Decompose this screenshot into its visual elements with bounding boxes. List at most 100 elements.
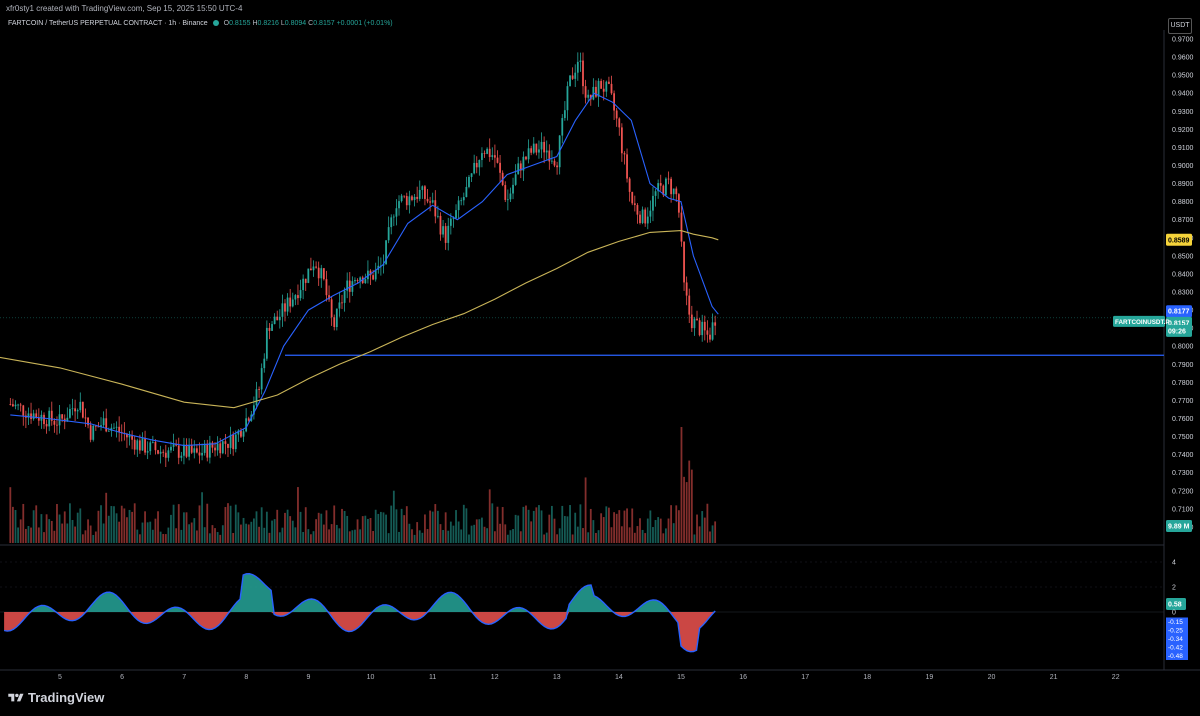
volume-bar bbox=[677, 510, 680, 543]
candle-body bbox=[227, 443, 229, 448]
candle-body bbox=[457, 200, 460, 211]
volume-bar bbox=[102, 523, 105, 543]
volume-bar bbox=[157, 511, 159, 543]
candle-body bbox=[113, 427, 115, 429]
candle-body bbox=[633, 203, 636, 206]
volume-bar bbox=[693, 534, 696, 543]
volume-bar bbox=[488, 489, 491, 543]
volume-bar bbox=[532, 510, 535, 543]
volume-bar bbox=[475, 519, 478, 543]
candle-body bbox=[253, 405, 255, 415]
x-tick-label: 5 bbox=[58, 674, 62, 681]
x-tick-label: 20 bbox=[988, 674, 996, 681]
volume-bar bbox=[493, 531, 496, 543]
candle-body bbox=[571, 75, 574, 79]
volume-bar bbox=[211, 525, 214, 543]
volume-bar bbox=[486, 528, 489, 543]
candle-body bbox=[310, 268, 312, 271]
volume-bar bbox=[615, 513, 618, 543]
volume-bar bbox=[509, 530, 512, 543]
volume-bar bbox=[338, 528, 341, 543]
volume-bar bbox=[662, 533, 665, 543]
y-tick-label: 0.8700 bbox=[1172, 217, 1194, 224]
candle-body bbox=[273, 316, 276, 325]
volume-bar bbox=[641, 529, 644, 543]
candle-body bbox=[167, 450, 170, 458]
tradingview-logo: TradingView bbox=[8, 690, 104, 705]
candle-body bbox=[144, 437, 146, 453]
volume-bar bbox=[149, 521, 152, 543]
high-label: H bbox=[252, 20, 258, 27]
volume-bar bbox=[530, 521, 533, 543]
candle-body bbox=[652, 195, 654, 211]
volume-bar bbox=[48, 519, 51, 543]
volume-bar bbox=[646, 518, 649, 543]
volume-bar bbox=[382, 512, 385, 543]
volume-bar bbox=[221, 525, 224, 543]
candle-body bbox=[657, 183, 660, 192]
x-tick-label: 7 bbox=[182, 674, 186, 681]
osc-current-tag: 0.58 bbox=[1168, 602, 1182, 609]
candle-body bbox=[641, 209, 644, 223]
volume-bar bbox=[50, 520, 53, 543]
y-tick-label: 0.8900 bbox=[1172, 181, 1194, 188]
volume-bar bbox=[620, 526, 623, 543]
candle-body bbox=[387, 227, 390, 241]
candle-body bbox=[157, 450, 159, 454]
candle-body bbox=[27, 413, 30, 418]
volume-bar bbox=[470, 525, 473, 543]
candle-body bbox=[328, 295, 330, 300]
volume-bar bbox=[63, 511, 66, 543]
x-tick-label: 16 bbox=[739, 674, 747, 681]
volume-bar bbox=[322, 524, 325, 543]
osc-negative-area bbox=[4, 612, 716, 652]
candle-body bbox=[177, 445, 180, 458]
volume-bar bbox=[429, 510, 432, 543]
candle-body bbox=[32, 413, 35, 420]
candle-body bbox=[312, 266, 315, 271]
candle-body bbox=[470, 173, 473, 177]
volume-bar bbox=[574, 512, 577, 543]
candle-body bbox=[175, 444, 178, 446]
candle-body bbox=[688, 295, 691, 315]
volume-bar bbox=[17, 527, 19, 543]
candle-body bbox=[81, 401, 84, 418]
volume-bar bbox=[540, 510, 543, 543]
candle-body bbox=[597, 80, 600, 97]
volume-bar bbox=[405, 506, 408, 543]
candle-body bbox=[297, 295, 299, 299]
candle-body bbox=[115, 426, 118, 428]
volume-bar bbox=[128, 509, 131, 543]
volume-bar bbox=[685, 482, 688, 543]
y-tick-label: 0.7600 bbox=[1172, 416, 1194, 423]
volume-bar bbox=[263, 527, 266, 543]
candle-body bbox=[346, 280, 349, 291]
candle-body bbox=[183, 444, 185, 456]
candle-body bbox=[545, 150, 548, 153]
currency-unit-button[interactable]: USDT bbox=[1168, 18, 1192, 34]
volume-bar bbox=[74, 526, 77, 543]
symbol-legend[interactable]: FARTCOIN / TetherUS PERPETUAL CONTRACT ·… bbox=[8, 20, 393, 27]
candle-body bbox=[258, 389, 260, 391]
candle-body bbox=[149, 442, 152, 452]
candle-body bbox=[690, 314, 693, 329]
candle-body bbox=[631, 191, 634, 204]
candle-body bbox=[644, 209, 647, 224]
y-tick-label: 0.7400 bbox=[1172, 452, 1194, 459]
volume-bar bbox=[348, 531, 351, 543]
candle-body bbox=[576, 61, 579, 73]
volume-bar bbox=[43, 532, 45, 543]
candle-body bbox=[675, 188, 678, 195]
candle-body bbox=[240, 430, 242, 437]
candle-body bbox=[338, 302, 341, 309]
candle-body bbox=[483, 153, 486, 154]
osc-neg-tag: -0.15 bbox=[1168, 619, 1183, 626]
volume-bar bbox=[258, 526, 260, 543]
candle-body bbox=[100, 425, 102, 427]
volume-bar bbox=[201, 492, 203, 543]
volume-bar bbox=[325, 510, 328, 543]
candle-body bbox=[543, 141, 546, 153]
volume-bar bbox=[628, 527, 631, 543]
volume-bar bbox=[631, 508, 634, 543]
